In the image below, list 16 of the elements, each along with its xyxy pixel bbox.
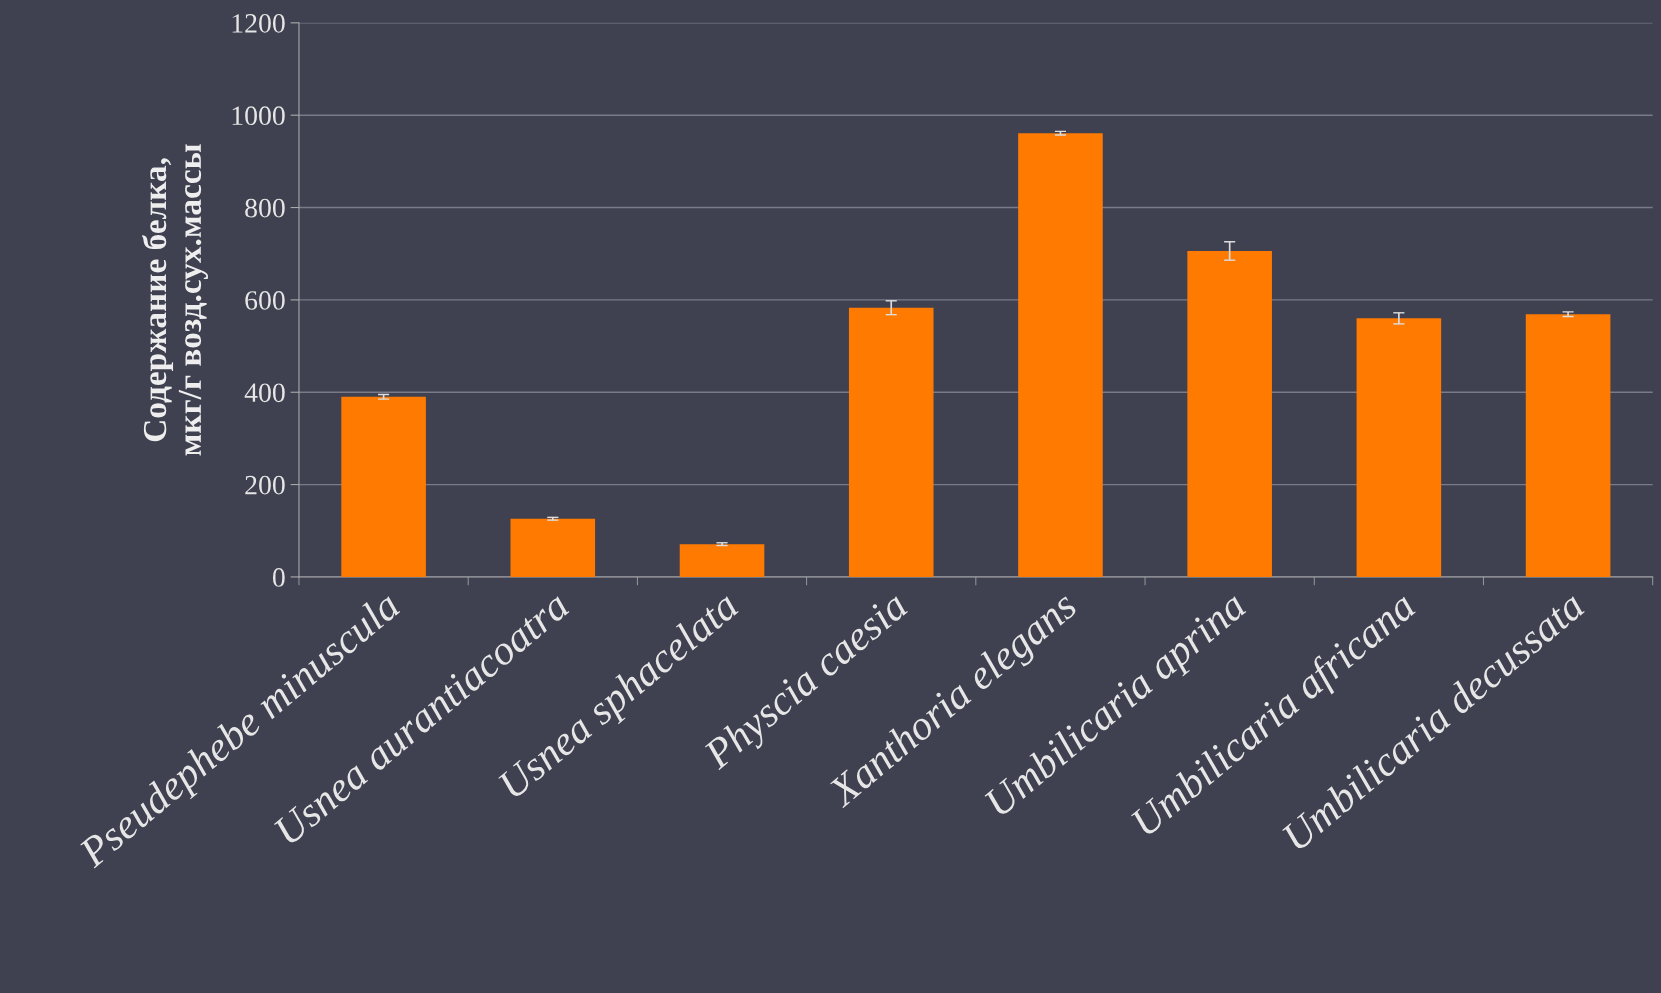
bar bbox=[848, 307, 934, 577]
y-tick-label: 600 bbox=[245, 291, 285, 310]
y-tick-label: 800 bbox=[245, 198, 285, 218]
bar bbox=[1018, 133, 1103, 577]
bar bbox=[1356, 318, 1442, 577]
bar bbox=[679, 544, 765, 577]
bar bbox=[341, 396, 426, 577]
y-tick-label: 200 bbox=[245, 475, 285, 495]
y-axis-title: Содержание белка, мкг/г возд.сух.массы bbox=[142, 144, 209, 456]
y-tick-label: 0 bbox=[272, 568, 285, 587]
bar bbox=[510, 518, 596, 577]
y-tick-label: 1200 bbox=[232, 14, 285, 33]
bar bbox=[1525, 314, 1611, 577]
bar bbox=[1187, 250, 1272, 577]
y-tick-label: 1000 bbox=[232, 106, 285, 126]
y-tick-label: 400 bbox=[244, 383, 285, 403]
